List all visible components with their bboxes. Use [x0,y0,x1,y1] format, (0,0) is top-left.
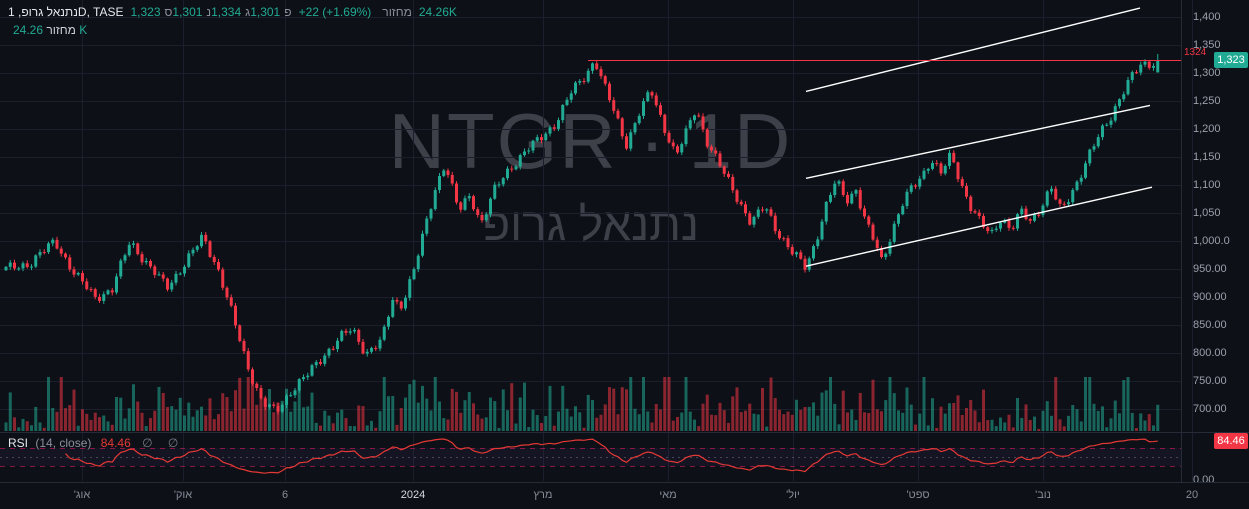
alert-price-label: 1324 [1184,46,1207,58]
price-tick-label: 750.00 [1193,375,1227,387]
ohlc-value: 1,334 [211,5,242,19]
price-tick-label: 1,300 [1193,67,1221,79]
price-tick-label: 1,150 [1193,151,1221,163]
rsi-tick-label: 0.00 [1193,474,1215,486]
time-tick-label: 'נוב [1035,489,1051,501]
ohlc-values: פ1,301ג1,334נ1,301ס1,323 [130,5,291,19]
price-tick-label: 850.00 [1193,319,1227,331]
volume-legend-row[interactable]: מחזור 24.26 K [8,23,87,37]
time-tick-label: מרץ [533,489,553,501]
price-tick-label: 1,200 [1193,123,1221,135]
volume-row-value: 24.26 K [13,23,88,37]
symbol-title[interactable]: נתנאל גרופ, 1D, TASE [8,5,124,19]
price-tick-label: 800.00 [1193,347,1227,359]
price-axis-border [1181,0,1182,482]
price-tick-label: 950.00 [1193,263,1227,275]
ohlc-key: ס [164,5,173,19]
rsi-name: RSI [8,436,29,450]
volume-value: 24.26K [418,5,457,19]
time-tick-label: 'אוק [173,489,193,501]
price-tick-label: 700.00 [1193,403,1227,415]
time-tick-label: 20 [1185,489,1199,501]
time-tick-label: 'אוג [73,489,91,501]
price-tick-label: 900.00 [1193,291,1227,303]
time-tick-label: 2024 [400,489,426,501]
symbol-legend[interactable]: נתנאל גרופ, 1D, TASE פ1,301ג1,334נ1,301ס… [8,5,457,19]
price-tick-label: 1,050 [1193,207,1221,219]
volume-label: מחזור [382,5,412,19]
ohlc-value: 1,301 [250,5,281,19]
last-price-badge: 1,323 [1214,52,1248,69]
time-axis[interactable]: 'אוג 'אוק 6 2024 מרץ מאי 'יול 'ספט 'נוב 20 [0,482,1249,509]
rsi-hidden-plots-icon: ∅ ∅ [142,436,185,450]
pane-separator-rsi-time [0,482,1249,483]
price-tick-label: 1,000.0 [1193,235,1230,247]
price-tick-label: 1,100 [1193,179,1221,191]
ohlc-key: פ [284,5,292,19]
ohlc-value: 1,323 [130,5,161,19]
rsi-value-badge: 84.46 [1214,433,1248,450]
time-tick-label: 6 [281,489,289,501]
price-tick-label: 1,350 [1193,39,1221,51]
ohlc-key: ג [245,5,251,19]
time-tick-label: 'ספט [906,489,930,501]
ohlc-value: 1,301 [172,5,203,19]
time-tick-label: מאי [659,489,677,501]
price-axis[interactable]: 1,400 1,350 1,300 1,250 1,200 1,150 1,100 1,050… [1181,0,1249,486]
price-tick-label: 1,400 [1193,11,1221,23]
time-tick-label: 'יול [786,489,800,501]
rsi-legend[interactable]: RSI (14, close) 84.46 ∅ ∅ [8,436,184,450]
change-value: +22 (+1.69%) [298,5,372,19]
price-tick-label: 1,250 [1193,95,1221,107]
volume-row-label: מחזור [46,23,76,37]
rsi-params: (14, close) [35,436,92,450]
rsi-value: 84.46 [100,436,131,450]
pane-separator-main-rsi[interactable] [0,432,1249,433]
ohlc-key: נ [206,5,212,19]
